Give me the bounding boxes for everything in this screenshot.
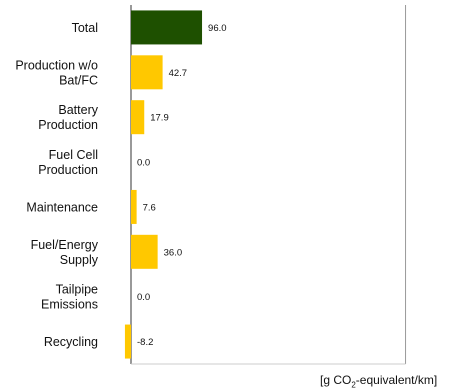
category-label-5: Fuel/Energy Supply [31, 238, 99, 267]
category-label-6-line-1: Emissions [41, 298, 98, 312]
category-label-1-line-0: Production w/o [15, 58, 98, 72]
category-label-4: Maintenance [26, 200, 98, 214]
x-axis-unit-suffix: -equivalent/km] [355, 373, 438, 387]
bar-0 [131, 10, 203, 45]
value-label-5: 36.0 [164, 247, 183, 258]
category-label-5-line-0: Fuel/Energy [31, 238, 99, 252]
value-label-4: 7.6 [143, 202, 156, 213]
category-label-1-line-1: Bat/FC [59, 73, 98, 87]
bar-2 [131, 100, 145, 135]
value-label-2: 17.9 [150, 113, 169, 124]
category-label-6-line-0: Tailpipe [56, 283, 98, 297]
category-label-6: Tailpipe Emissions [41, 283, 98, 312]
value-label-6: 0.0 [137, 292, 150, 303]
category-label-1: Production w/o Bat/FC [15, 58, 98, 87]
category-label-2-line-0: Battery [58, 103, 98, 117]
category-label-2-line-1: Production [38, 118, 98, 132]
x-axis-unit-subscript: 2 [351, 380, 356, 390]
value-label-3: 0.0 [137, 158, 150, 169]
value-label-7: -8.2 [137, 337, 153, 348]
x-axis-unit-label: [g CO2-equivalent/km] [320, 373, 437, 389]
bar-1 [131, 55, 163, 90]
category-label-0-line-0: Total [72, 21, 98, 35]
category-label-3-line-1: Production [38, 163, 98, 177]
value-label-0: 96.0 [208, 23, 227, 34]
category-label-7-line-0: Recycling [44, 335, 98, 349]
bar-4 [131, 189, 137, 224]
x-axis-unit-prefix: [g CO [320, 373, 352, 387]
value-label-1: 42.7 [169, 68, 188, 79]
category-label-2: Battery Production [38, 103, 99, 132]
category-label-4-line-0: Maintenance [26, 200, 98, 214]
bar-5 [131, 234, 158, 269]
bar-7 [124, 324, 131, 359]
category-label-7: Recycling [44, 335, 98, 349]
category-label-5-line-1: Supply [60, 253, 99, 267]
category-label-3-line-0: Fuel Cell [49, 148, 98, 162]
category-label-0: Total [72, 21, 98, 35]
category-label-3: Fuel Cell Production [38, 148, 98, 177]
